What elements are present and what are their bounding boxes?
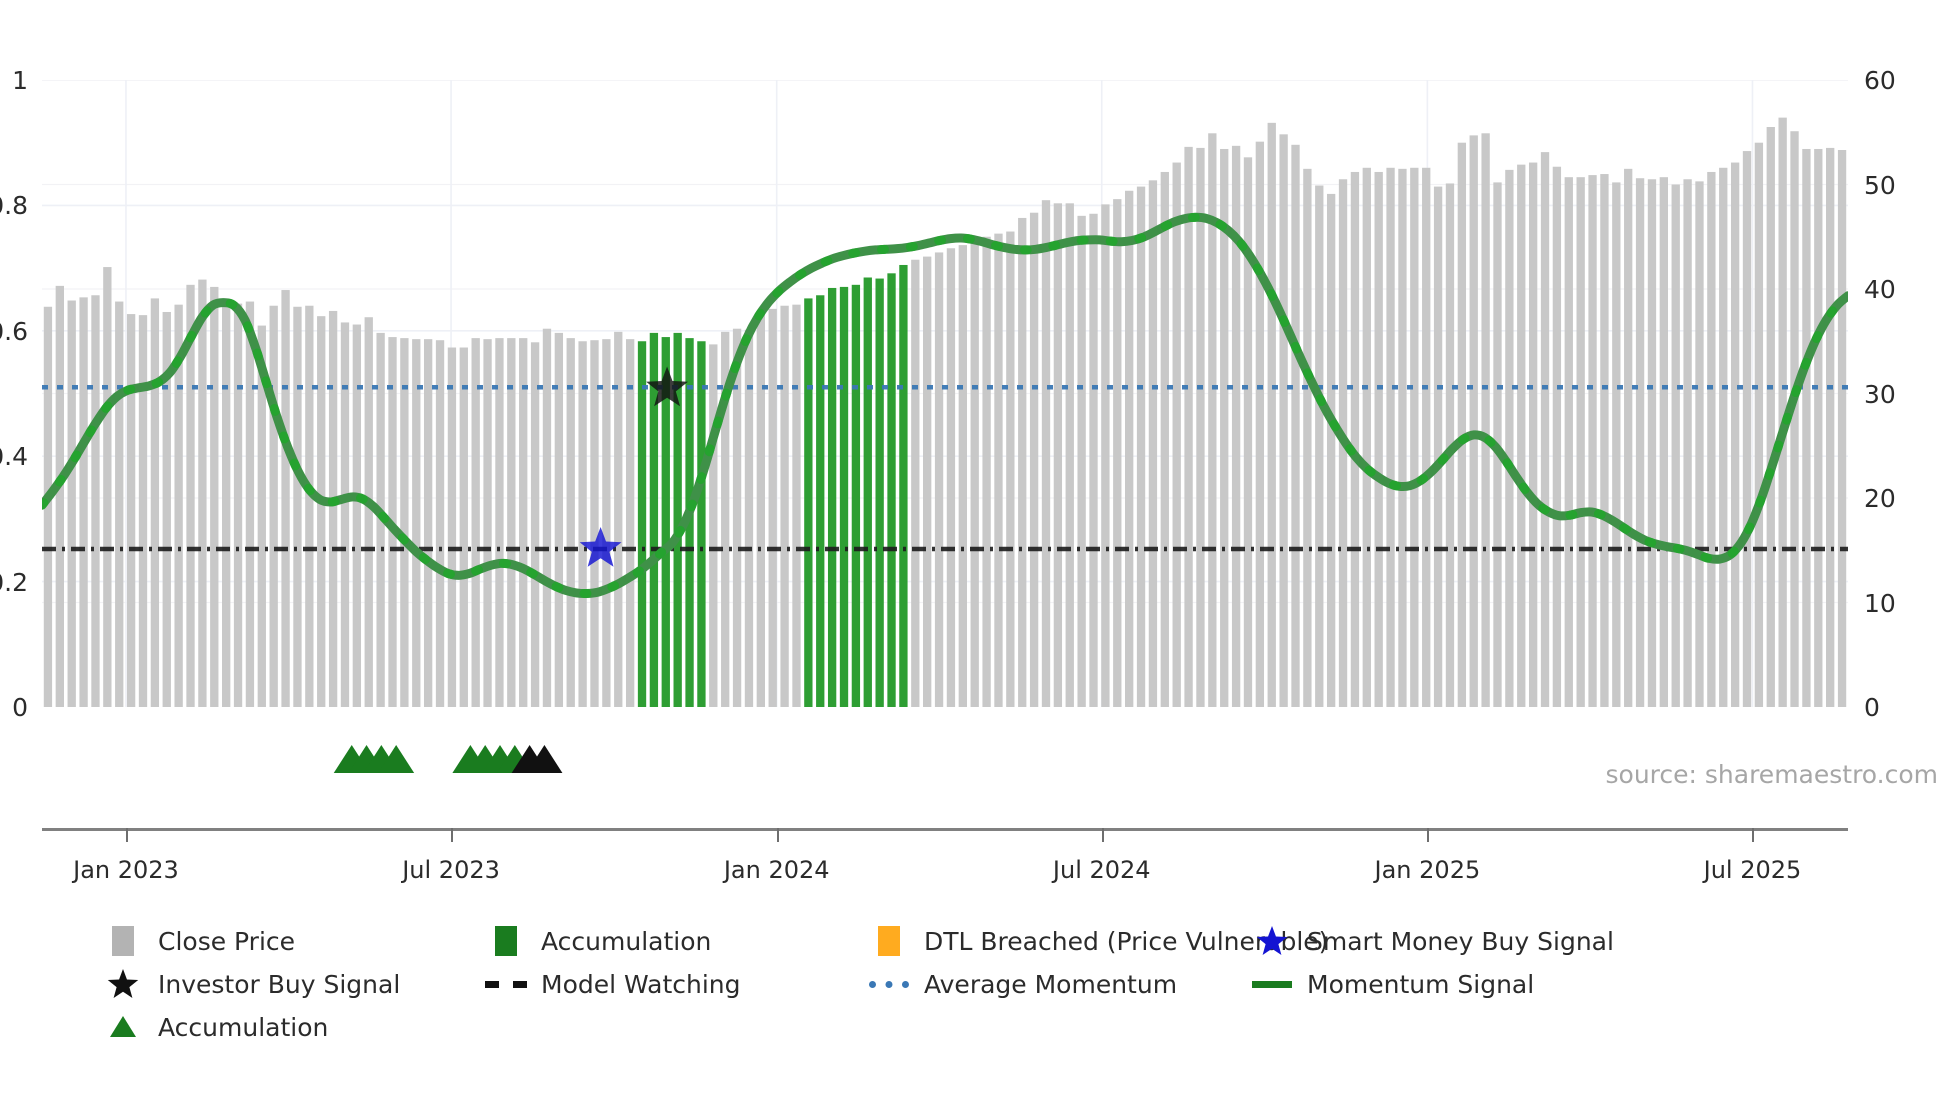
momentum-signal-line: [42, 212, 1848, 599]
dtl-breached-swatch-icon: [866, 922, 912, 960]
plot-area: [42, 80, 1848, 707]
x-axis-tick-mark: [776, 828, 779, 842]
legend-item-dtl-breached[interactable]: DTL Breached (Price Vulnerable): [866, 922, 1328, 960]
legend-label: Close Price: [158, 926, 296, 956]
dashed-line-icon: [485, 980, 527, 988]
x-axis-tick-mark: [1427, 828, 1430, 842]
solid-line-icon: [1252, 980, 1292, 988]
legend-item-model-watching[interactable]: Model Watching: [483, 965, 741, 1003]
reference-lines: [42, 384, 1848, 552]
y-axis-right-tick: 0: [1864, 693, 1880, 722]
legend-item-accumulation-bar[interactable]: Accumulation: [483, 922, 711, 960]
investor-buy-signal-star-icon: [100, 965, 146, 1003]
x-axis-tick-label: Jul 2023: [402, 856, 500, 884]
y-axis-left-tick: 1: [12, 66, 28, 95]
model-watching-dashed-line-icon: [483, 965, 529, 1003]
square-icon: [878, 926, 900, 956]
legend-item-close-price[interactable]: Close Price: [100, 922, 295, 960]
y-axis-left-tick: 0.4: [0, 442, 28, 472]
x-axis-tick-label: Jul 2025: [1703, 856, 1802, 884]
legend-item-accumulation-marker[interactable]: Accumulation: [100, 1008, 328, 1046]
y-axis-left-tick: 0.6: [0, 316, 28, 346]
star-icon: [107, 969, 139, 998]
dotted-line-icon: [869, 980, 909, 988]
legend-item-smart-money-buy-signal[interactable]: Smart Money Buy Signal: [1249, 922, 1614, 960]
y-axis-left-tick: 0.8: [0, 191, 28, 221]
accumulation-triangle-row: [333, 745, 563, 773]
y-axis-left-tick: 0.2: [0, 567, 28, 597]
x-axis-tick-label: Jan 2024: [723, 856, 830, 884]
legend-label: Accumulation: [541, 926, 712, 956]
legend-row: Investor Buy Signal Model Watching Average…: [100, 965, 1900, 1003]
legend-label: Smart Money Buy Signal: [1307, 926, 1614, 956]
legend-label: DTL Breached (Price Vulnerable): [924, 926, 1329, 956]
triangle-icon: [110, 1016, 136, 1037]
y-axis-right-tick: 30: [1864, 379, 1896, 409]
square-icon: [112, 926, 134, 956]
source-attribution: source: sharemaestro.com: [1605, 760, 1939, 789]
star-icon: [1256, 926, 1288, 955]
y-axis-right-tick: 60: [1864, 66, 1896, 95]
y-axis-left-tick: 0: [12, 693, 28, 722]
legend-item-momentum-signal[interactable]: Momentum Signal: [1249, 965, 1534, 1003]
legend-row: Accumulation: [100, 1008, 1900, 1046]
accumulation-triangles: [0, 740, 1960, 804]
close-price-swatch-icon: [100, 922, 146, 960]
legend-row: Close Price Accumulation DTL Breached (Pri…: [100, 922, 1900, 960]
accumulation-bar-swatch-icon: [483, 922, 529, 960]
legend-label: Momentum Signal: [1307, 969, 1535, 999]
legend-label: Accumulation: [158, 1012, 329, 1042]
x-axis-tick-label: Jan 2023: [73, 856, 179, 884]
y-axis-right-tick: 10: [1864, 588, 1896, 618]
x-axis-tick-mark: [1101, 828, 1104, 842]
legend-item-investor-buy-signal[interactable]: Investor Buy Signal: [100, 965, 400, 1003]
y-axis-right-tick: 50: [1864, 170, 1896, 200]
x-axis-tick-mark: [451, 828, 454, 842]
x-axis-tick-label: Jan 2025: [1374, 856, 1481, 884]
y-axis-right-tick: 20: [1864, 484, 1896, 513]
x-axis-spine: [42, 828, 1848, 831]
accumulation-marker-triangle-icon: [100, 1008, 146, 1046]
x-axis-tick-label: Jul 2024: [1052, 856, 1151, 884]
y-axis-right-tick: 40: [1864, 275, 1896, 304]
square-icon: [495, 926, 517, 956]
legend-label: Average Momentum: [924, 969, 1178, 999]
legend-item-average-momentum[interactable]: Average Momentum: [866, 965, 1177, 1003]
momentum-signal-line-icon: [1249, 965, 1295, 1003]
x-axis-tick-mark: [1752, 828, 1755, 842]
legend-label: Model Watching: [541, 969, 741, 999]
smart-money-buy-signal-star-icon: [1249, 922, 1295, 960]
average-momentum-dotted-line-icon: [866, 965, 912, 1003]
chart-legend: Close Price Accumulation DTL Breached (Pri…: [100, 922, 1900, 1051]
chart-canvas: [42, 80, 1848, 707]
legend-label: Investor Buy Signal: [158, 969, 401, 999]
x-axis-tick-mark: [125, 828, 128, 842]
signal-markers: [579, 366, 688, 567]
